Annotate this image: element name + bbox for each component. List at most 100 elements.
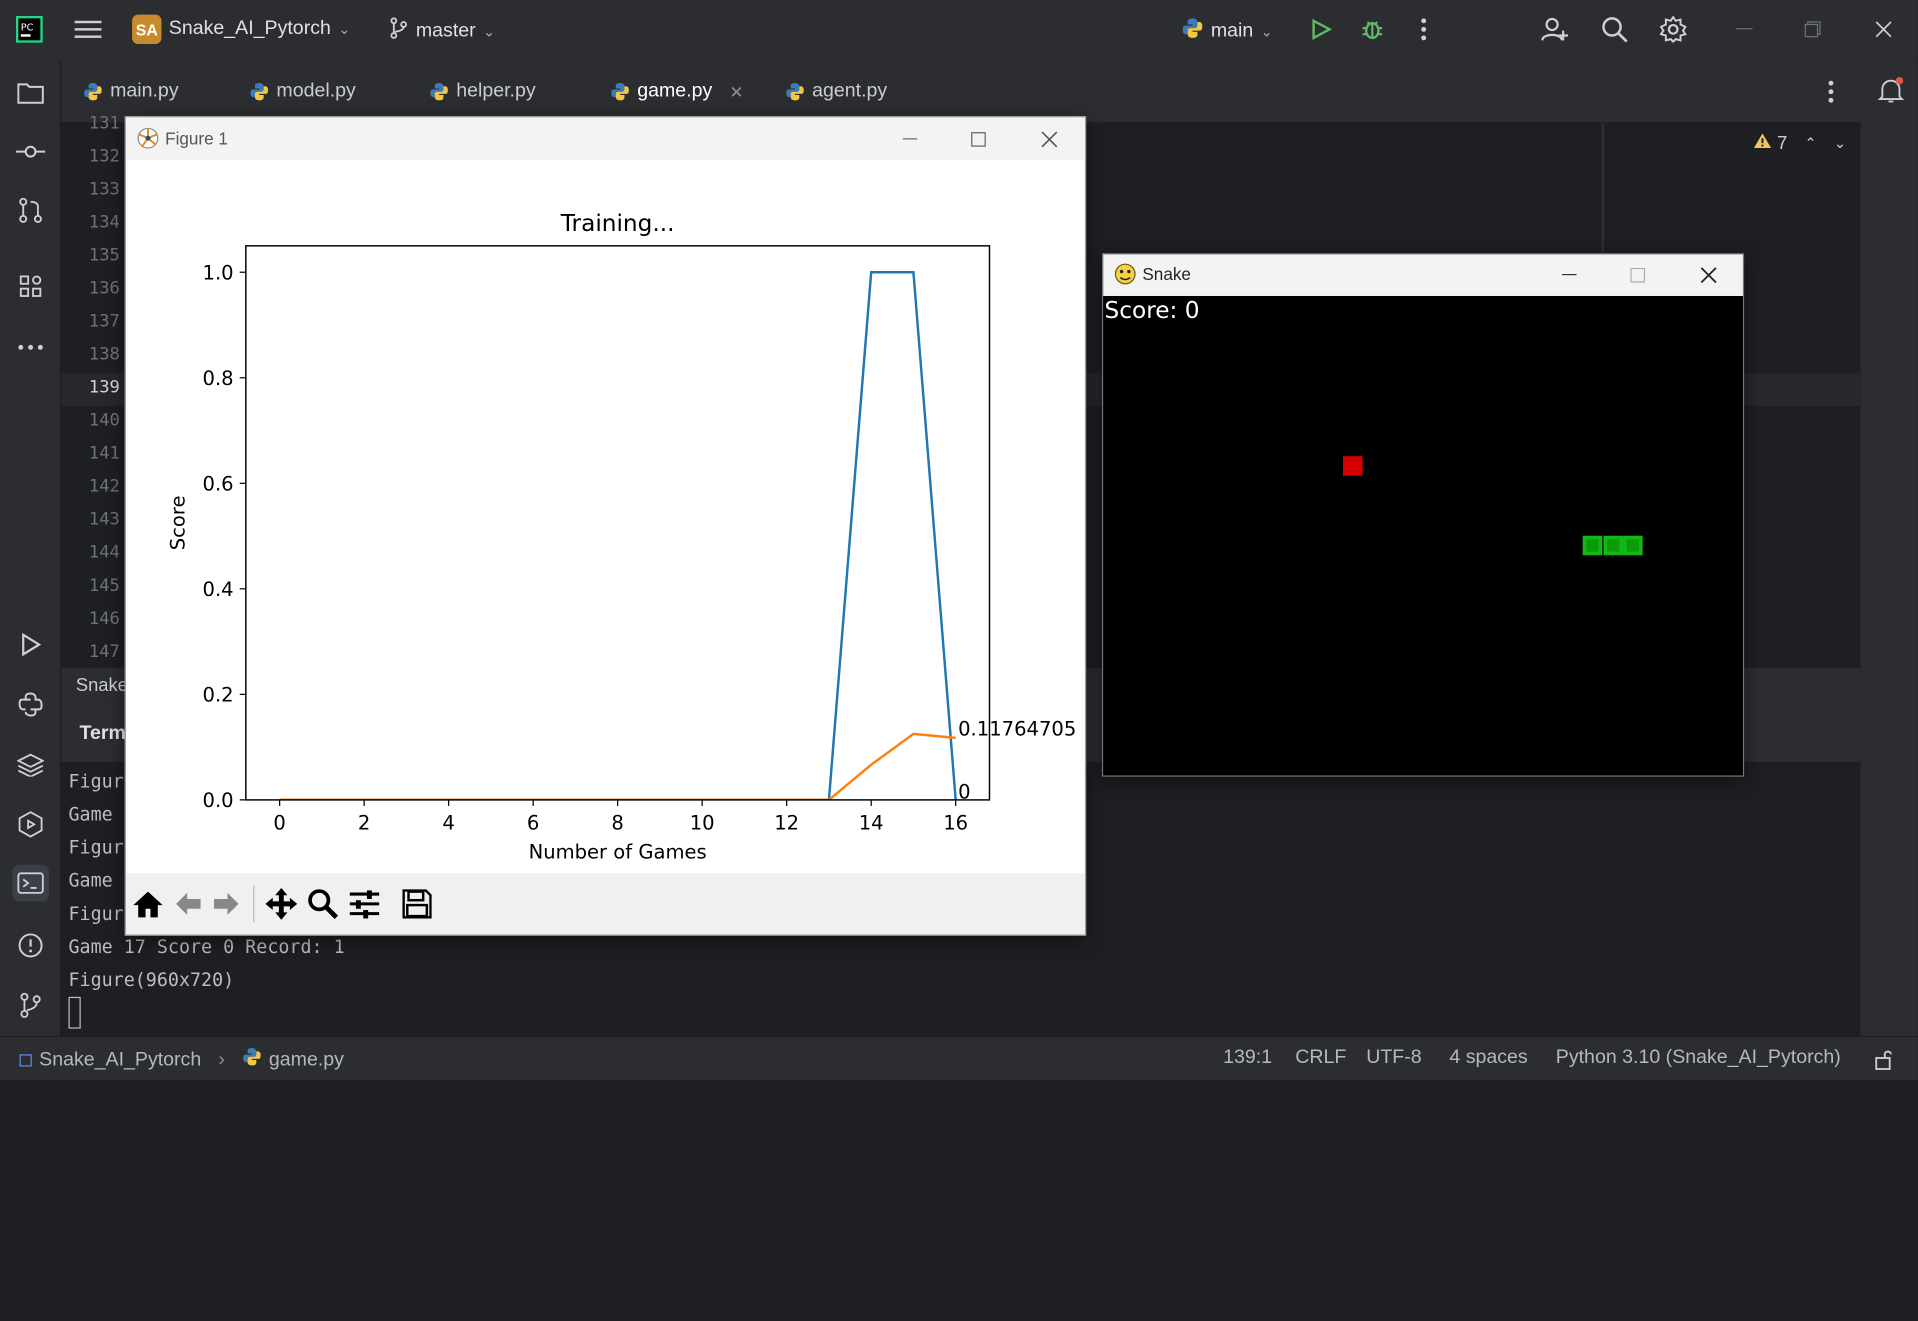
snake-body bbox=[1582, 535, 1643, 556]
project-badge: SA bbox=[132, 14, 162, 45]
left-tool-strip bbox=[0, 59, 62, 1036]
python-file-icon bbox=[242, 1047, 262, 1073]
forward-arrow-icon[interactable] bbox=[208, 886, 245, 923]
python-interpreter[interactable]: Python 3.10 (Snake_AI_Pytorch) bbox=[1555, 1046, 1841, 1068]
tab-options-icon[interactable] bbox=[1827, 80, 1834, 111]
snake-segment bbox=[1623, 535, 1643, 556]
snake-game-canvas[interactable]: Score: 0 bbox=[1103, 295, 1743, 776]
configure-subplots-icon[interactable] bbox=[346, 886, 383, 923]
close-icon[interactable] bbox=[1681, 254, 1737, 296]
main-menu-icon[interactable] bbox=[73, 15, 102, 44]
indent-setting[interactable]: 4 spaces bbox=[1449, 1046, 1528, 1068]
chart-title: Training... bbox=[560, 210, 675, 237]
git-tool-icon[interactable] bbox=[12, 987, 49, 1024]
line-number: 142 bbox=[88, 477, 120, 497]
close-tab-icon[interactable]: ✕ bbox=[729, 81, 744, 101]
debug-icon[interactable] bbox=[1358, 15, 1387, 44]
line-number: 138 bbox=[88, 344, 120, 365]
breadcrumb-project[interactable]: Snake_AI_Pytorch bbox=[39, 1048, 202, 1070]
title-bar: PC SA Snake_AI_Pytorch ⌄ master ⌄ main ⌄ bbox=[0, 0, 1918, 60]
x-tick-label: 16 bbox=[943, 811, 968, 834]
breadcrumb-file[interactable]: game.py bbox=[268, 1048, 344, 1070]
x-tick-label: 6 bbox=[527, 811, 539, 834]
snake-title-bar[interactable]: Snake bbox=[1103, 254, 1743, 296]
git-branch-icon bbox=[389, 17, 409, 45]
tab-main-py[interactable]: main.py bbox=[83, 77, 179, 106]
terminal-tool-icon[interactable] bbox=[12, 864, 49, 902]
minimize-icon[interactable] bbox=[1541, 254, 1597, 296]
more-tools-icon[interactable] bbox=[12, 329, 49, 366]
tab-game-py[interactable]: game.py ✕ bbox=[610, 77, 744, 106]
run-config-selector[interactable]: main ⌄ bbox=[1182, 17, 1273, 45]
tab-model-py[interactable]: model.py bbox=[250, 77, 356, 106]
chevron-down-icon: ⌄ bbox=[1260, 22, 1273, 40]
zoom-magnifier-icon[interactable] bbox=[305, 886, 342, 923]
y-axis-label: Score bbox=[167, 496, 190, 551]
chevron-down-icon: ⌄ bbox=[338, 20, 351, 38]
services-icon[interactable] bbox=[12, 806, 49, 843]
problems-icon[interactable] bbox=[12, 927, 49, 964]
python-packages-icon[interactable] bbox=[12, 686, 49, 723]
maximize-icon[interactable] bbox=[1610, 254, 1666, 296]
settings-gear-icon[interactable] bbox=[1659, 15, 1688, 44]
search-icon[interactable] bbox=[1600, 15, 1629, 44]
pycharm-logo-icon[interactable]: PC bbox=[15, 15, 44, 44]
line-number: 131 bbox=[88, 113, 120, 134]
notifications-bell-icon[interactable] bbox=[1873, 72, 1910, 109]
commit-icon[interactable] bbox=[12, 133, 49, 170]
more-actions-icon[interactable] bbox=[1409, 15, 1438, 44]
line-number: 144 bbox=[88, 543, 120, 563]
project-name: Snake_AI_Pytorch bbox=[168, 18, 331, 40]
branch-selector[interactable]: master ⌄ bbox=[389, 17, 495, 45]
snake-game-window[interactable]: Snake Score: 0 bbox=[1102, 253, 1745, 777]
restore-icon[interactable] bbox=[1798, 15, 1827, 44]
figure-title-bar[interactable]: Figure 1 bbox=[125, 117, 1085, 161]
figure-window[interactable]: Figure 1 Training... 0 2 4 6 8 10 12 14 16 0.0 0.2 0… bbox=[124, 116, 1087, 936]
pull-requests-icon[interactable] bbox=[12, 192, 49, 229]
add-user-icon[interactable] bbox=[1540, 15, 1569, 44]
inspection-widget[interactable]: 7 ⌃ ⌄ bbox=[1753, 132, 1847, 154]
training-chart: Training... 0 2 4 6 8 10 12 14 16 0.0 0.2 0.4 0.6 0.8 1… bbox=[167, 210, 1077, 863]
project-selector[interactable]: SA Snake_AI_Pytorch ⌄ bbox=[132, 14, 351, 45]
previous-highlight-icon[interactable]: ⌃ bbox=[1804, 134, 1817, 152]
editor-divider bbox=[1602, 123, 1604, 365]
pygame-snake-icon bbox=[1114, 263, 1136, 289]
maximize-icon[interactable] bbox=[950, 117, 1006, 160]
caret-position[interactable]: 139:1 bbox=[1223, 1046, 1273, 1068]
python-file-icon bbox=[785, 82, 805, 102]
project-folder-icon[interactable] bbox=[12, 75, 49, 112]
minimize-icon[interactable] bbox=[1729, 15, 1758, 44]
tab-agent-py[interactable]: agent.py bbox=[785, 77, 887, 106]
matplotlib-logo-icon bbox=[137, 127, 159, 153]
save-floppy-icon[interactable] bbox=[399, 886, 436, 923]
food-block bbox=[1342, 456, 1363, 476]
pan-move-icon[interactable] bbox=[263, 886, 300, 923]
next-highlight-icon[interactable]: ⌄ bbox=[1833, 134, 1847, 152]
run-tab-label[interactable]: Snake bbox=[75, 675, 128, 696]
snake-title: Snake bbox=[1142, 264, 1191, 284]
figure-canvas[interactable]: Training... 0 2 4 6 8 10 12 14 16 0.0 0.2 0.4 0.6 0.8 1… bbox=[125, 160, 1085, 874]
terminal-line: Game bbox=[68, 869, 124, 892]
tab-helper-py[interactable]: helper.py bbox=[429, 77, 536, 106]
line-number: 134 bbox=[88, 212, 120, 233]
run-tool-icon[interactable] bbox=[12, 626, 49, 663]
close-icon[interactable] bbox=[1869, 15, 1898, 44]
tab-label: model.py bbox=[276, 80, 356, 102]
unlock-icon[interactable] bbox=[1874, 1048, 1894, 1076]
close-icon[interactable] bbox=[1021, 117, 1077, 160]
back-arrow-icon[interactable] bbox=[170, 886, 207, 923]
run-icon[interactable] bbox=[1306, 15, 1335, 44]
minimize-icon[interactable] bbox=[882, 117, 938, 160]
file-encoding[interactable]: UTF-8 bbox=[1366, 1046, 1422, 1068]
y-tick-label: 0.4 bbox=[203, 578, 234, 601]
terminal-cursor bbox=[68, 996, 81, 1029]
terminal-tab-label[interactable]: Term bbox=[79, 722, 126, 744]
home-icon[interactable] bbox=[130, 886, 167, 923]
snake-segment bbox=[1582, 535, 1603, 556]
x-tick-label: 14 bbox=[859, 811, 884, 834]
y-tick-label: 0.8 bbox=[203, 367, 234, 390]
layers-icon[interactable] bbox=[12, 746, 49, 783]
structure-icon[interactable] bbox=[12, 268, 49, 305]
tab-label: helper.py bbox=[456, 80, 536, 102]
line-separator[interactable]: CRLF bbox=[1295, 1046, 1347, 1068]
